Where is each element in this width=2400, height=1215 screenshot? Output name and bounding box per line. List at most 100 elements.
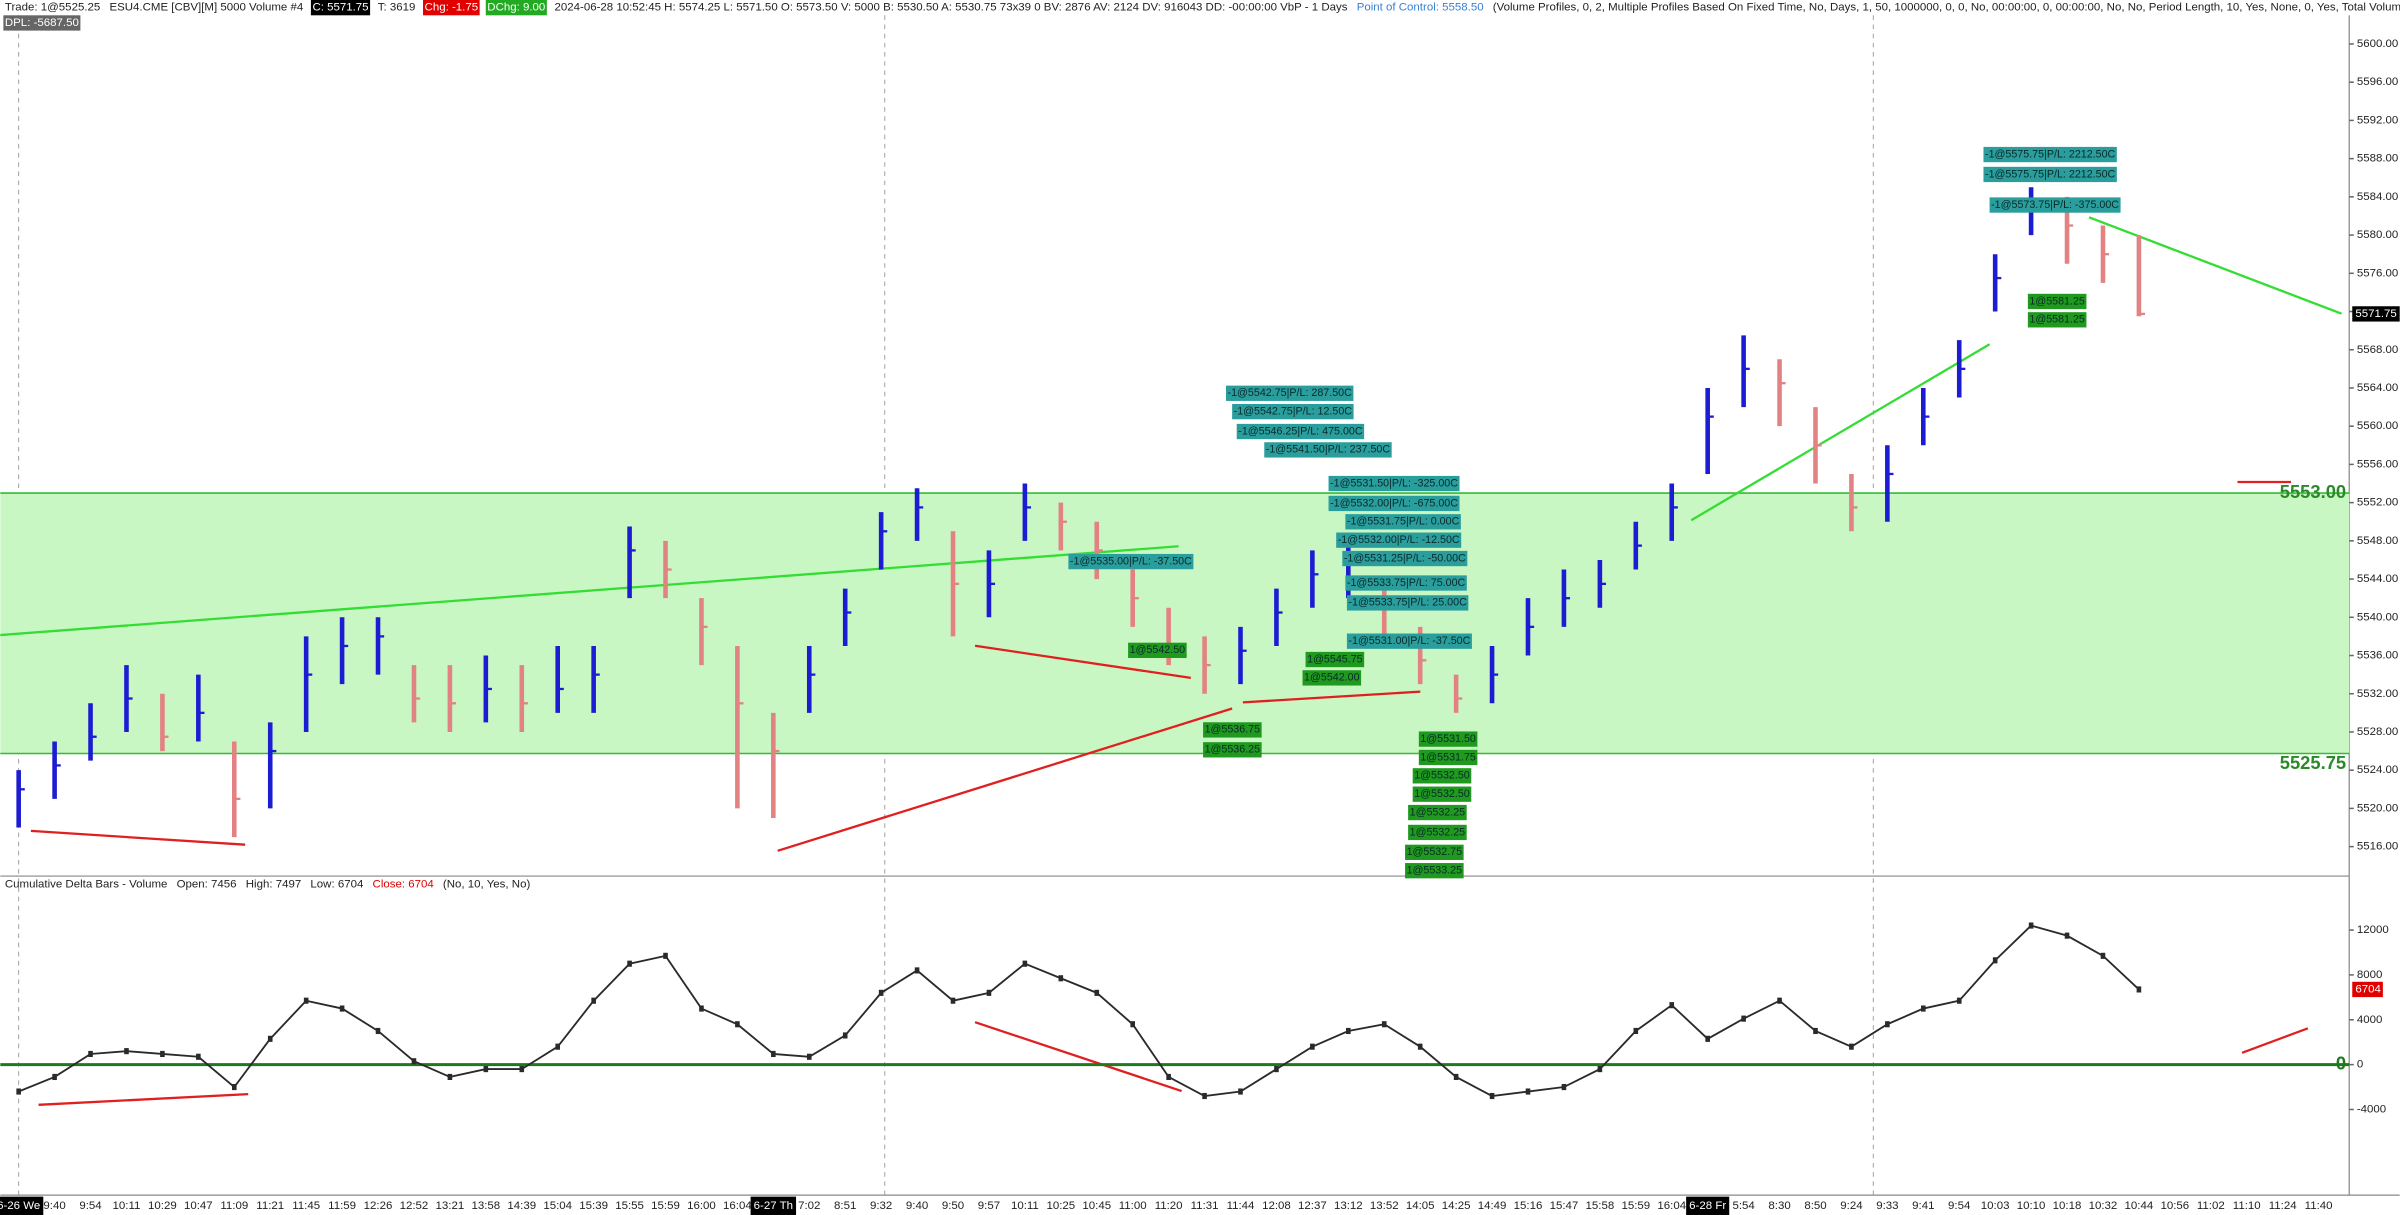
delta-bar	[16, 1088, 21, 1095]
date-badge	[0, 1196, 44, 1215]
trend-line	[1242, 690, 1421, 704]
delta-bar	[1597, 1066, 1603, 1073]
x-tick-label: 9:54	[79, 1200, 102, 1212]
header-item: Close: 6704	[373, 879, 435, 891]
trade-badge	[1236, 423, 1365, 440]
delta-bar	[1956, 997, 1962, 1004]
x-tick-label: 6-26 We	[0, 1200, 40, 1212]
trade-label: 1@5531.75	[1420, 751, 1476, 763]
header-item: Open: 7456	[177, 879, 237, 891]
trend-lines	[0, 216, 2342, 1106]
trade-label: -1@5541.50|P/L: 237.50C	[1266, 444, 1391, 456]
x-tick-label: 15:16	[1514, 1200, 1543, 1212]
trade-badge	[1405, 863, 1464, 879]
x-tick-label: 13:58	[471, 1200, 500, 1212]
y-tick-label: 4000	[2357, 1014, 2383, 1026]
x-tick-label: 9:54	[1948, 1200, 1971, 1212]
y-tick-label: 5528.00	[2357, 726, 2398, 738]
trade-label: -1@5575.75|P/L: 2212.50C	[1985, 148, 2116, 160]
header-item: DPL: -5687.50	[5, 17, 79, 29]
trade-badge	[1336, 532, 1462, 548]
trade-label: -1@5542.75|P/L: 287.50C	[1228, 387, 1353, 399]
x-tick-label: 9:33	[1876, 1200, 1898, 1212]
delta-bar	[627, 960, 632, 967]
trade-badge	[1418, 749, 1478, 766]
x-tick-label: 13:12	[1334, 1200, 1363, 1212]
y-tick-label: 5556.00	[2357, 458, 2398, 470]
y-tick-label: 5520.00	[2357, 802, 2398, 814]
trade-label: -1@5575.75|P/L: 2212.50C	[1985, 168, 2116, 180]
delta-bar	[771, 1050, 776, 1058]
trade-label: 1@5531.50	[1420, 733, 1476, 745]
x-tick-label: 10:32	[2089, 1200, 2118, 1212]
x-tick-label: 16:04	[723, 1200, 752, 1212]
y-tick-label: 5536.00	[2357, 650, 2398, 662]
trend-line	[0, 545, 1179, 637]
trade-label: 1@5532.50	[1414, 788, 1470, 800]
y-tick-label: 5524.00	[2357, 764, 2398, 776]
delta-bar	[1885, 1021, 1890, 1028]
delta-bar	[842, 1032, 848, 1039]
header-item: Point of Control: 5558.50	[1357, 2, 1484, 14]
delta-bar	[1705, 1035, 1710, 1042]
trade-label: -1@5546.25|P/L: 475.00C	[1238, 425, 1363, 437]
delta-bar	[1741, 1015, 1746, 1022]
delta-bar	[1058, 975, 1064, 982]
y-tick-label: 8000	[2357, 969, 2383, 981]
trade-label: -1@5531.25|P/L: -50.00C	[1344, 552, 1466, 564]
x-tick-label: 16:04	[1657, 1200, 1686, 1212]
delta-bar	[663, 952, 668, 959]
header-item: C: 5571.75	[312, 2, 368, 14]
trade-label: -1@5533.75|P/L: 75.00C	[1347, 577, 1466, 589]
x-tick-label: 11:31	[1191, 1200, 1219, 1212]
trade-label: 1@5581.25	[2029, 295, 2085, 307]
trade-badge	[1068, 553, 1194, 570]
delta-bar	[1381, 1021, 1387, 1028]
x-tick-label: 5:54	[1732, 1200, 1755, 1212]
x-tick-label: 11:59	[328, 1200, 356, 1212]
x-tick-label: 11:21	[256, 1200, 284, 1212]
x-tick-label: 9:41	[1912, 1200, 1934, 1212]
trade-label: -1@5573.75|P/L: -375.00C	[1991, 199, 2119, 211]
y-tick-label: 5588.00	[2357, 153, 2398, 165]
x-tick-label: 6-28 Fr	[1689, 1200, 1726, 1212]
x-tick-label: 10:18	[2053, 1200, 2082, 1212]
delta-bar	[1453, 1073, 1459, 1081]
delta-bar	[1849, 1043, 1854, 1050]
trade-badge	[1203, 722, 1262, 738]
trade-badge	[1328, 495, 1460, 512]
trade-label: 1@5542.00	[1304, 672, 1360, 684]
trade-badge	[1128, 642, 1187, 658]
trade-badge	[1412, 786, 1472, 802]
trade-badge	[1345, 575, 1467, 591]
delta-bar	[411, 1058, 417, 1065]
delta-bar	[160, 1050, 165, 1058]
y-tick-label: 5548.00	[2357, 535, 2398, 547]
header-badge	[310, 0, 371, 16]
x-tick-label: 14:49	[1478, 1200, 1507, 1212]
x-tick-label: 9:32	[870, 1200, 892, 1212]
trade-label: -1@5531.00|P/L: -37.50C	[1348, 635, 1470, 647]
date-badge	[750, 1196, 797, 1215]
trade-label: -1@5533.75|P/L: 25.00C	[1348, 597, 1467, 609]
x-tick-label: 14:05	[1406, 1200, 1435, 1212]
trade-badge	[1983, 166, 2117, 183]
header-badge	[3, 15, 81, 31]
zero-label: 0	[2336, 1052, 2346, 1073]
x-tick-label: 11:02	[2197, 1200, 2225, 1212]
delta-bar	[1813, 1027, 1818, 1035]
trade-label: 1@5536.75	[1205, 724, 1261, 736]
header-badge	[423, 0, 480, 16]
delta-bar	[231, 1083, 237, 1091]
x-tick-label: 14:39	[507, 1200, 536, 1212]
delta-bar	[1274, 1066, 1279, 1073]
x-tick-label: 9:50	[942, 1200, 964, 1212]
delta-bar	[1777, 997, 1782, 1004]
trade-badge	[1408, 824, 1467, 841]
x-tick-label: 15:58	[1586, 1200, 1615, 1212]
delta-bar	[1992, 957, 1998, 964]
x-tick-label: 15:59	[1621, 1200, 1650, 1212]
header-item: (Volume Profiles, 0, 2, Multiple Profile…	[1493, 2, 2400, 14]
trend-line	[974, 1021, 1183, 1093]
y-tick-label: 5576.00	[2357, 267, 2398, 279]
